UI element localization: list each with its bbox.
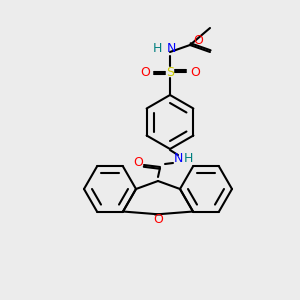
Text: H: H bbox=[153, 41, 162, 55]
Text: N: N bbox=[166, 41, 176, 55]
Text: O: O bbox=[190, 65, 200, 79]
Text: N: N bbox=[173, 152, 183, 166]
Text: O: O bbox=[133, 155, 143, 169]
Text: S: S bbox=[166, 65, 174, 79]
Text: O: O bbox=[193, 34, 203, 47]
Text: O: O bbox=[153, 213, 163, 226]
Text: O: O bbox=[140, 65, 150, 79]
Text: H: H bbox=[183, 152, 193, 166]
